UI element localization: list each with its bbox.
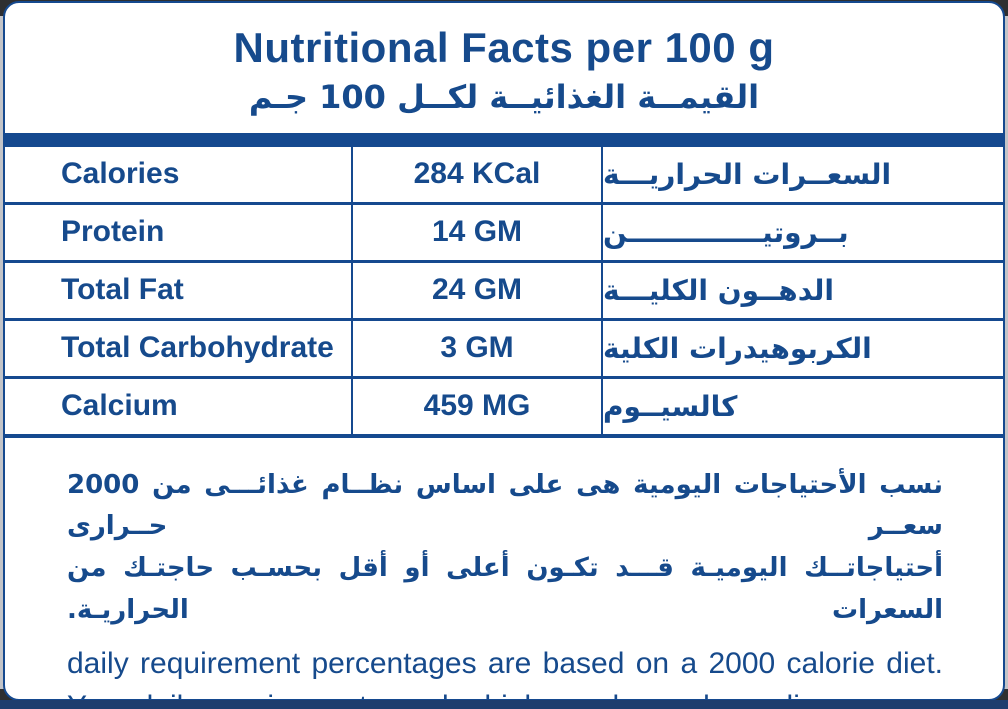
footnote-arabic-line2: أحتياجاتــك اليوميـة قـــد تكـون أعلى أو… [67,552,943,625]
row-label-ar: كالسيــوم [603,389,738,423]
footnote-english: daily requirement percentages are based … [67,647,943,699]
row-label-ar: السعــرات الحراريـــة [603,157,892,191]
divider-bar [5,132,1003,147]
row-value: 459 MG [353,378,603,434]
row-label-en: Calcium [5,378,353,434]
row-label-en: Protein [5,204,353,260]
title-english: Nutritional Facts per 100 g [233,24,775,71]
row-label-ar: الدهــون الكليـــة [603,273,834,307]
row-label-en: Total Fat [5,262,353,318]
nutrition-table: Calories 284 KCal السعــرات الحراريـــة … [5,146,1003,438]
row-label-en: Total Carbohydrate [5,320,353,376]
footnote-section: نسب الأحتياجات اليومية هى على اساس نظــا… [5,438,1003,699]
footnote-arabic-line1: نسب الأحتياجات اليومية هى على اساس نظــا… [67,469,943,542]
label-header: Nutritional Facts per 100 g القيمــة الغ… [5,3,1003,119]
table-row-calcium: Calcium 459 MG كالسيــوم [5,378,1003,434]
row-value: 14 GM [353,204,603,260]
row-value: 284 KCal [353,146,603,202]
table-row-total-fat: Total Fat 24 GM الدهــون الكليـــة [5,262,1003,321]
bottom-bar [0,700,1008,709]
title-arabic: القيمــة الغذائيــة لكــل 100 جـم [248,78,760,117]
row-value: 24 GM [353,262,603,318]
table-row-calories: Calories 284 KCal السعــرات الحراريـــة [5,146,1003,205]
row-label-ar: بــروتيــــــــــــــن [603,215,849,249]
nutrition-label-card: Nutritional Facts per 100 g القيمــة الغ… [3,1,1005,701]
row-value: 3 GM [353,320,603,376]
table-row-protein: Protein 14 GM بــروتيــــــــــــــن [5,204,1003,263]
row-label-ar: الكربوهيدرات الكلية [603,331,872,365]
table-row-total-carbohydrate: Total Carbohydrate 3 GM الكربوهيدرات الك… [5,320,1003,379]
row-label-en: Calories [5,146,353,202]
